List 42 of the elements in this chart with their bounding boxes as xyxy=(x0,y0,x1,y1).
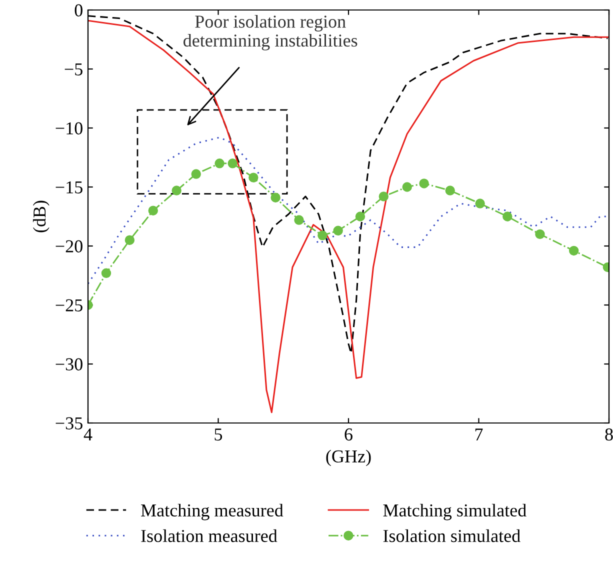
x-tick-label: 8 xyxy=(605,428,613,441)
point xyxy=(148,206,158,216)
point xyxy=(294,215,304,225)
legend-label: Isolation measured xyxy=(141,529,278,542)
y-tick-label: −30 xyxy=(56,358,82,370)
x-tick-label: 5 xyxy=(214,428,222,441)
point xyxy=(355,212,366,222)
legend-label: Matching measured xyxy=(141,504,284,520)
point xyxy=(248,172,258,182)
x-tick-label: 6 xyxy=(344,428,352,441)
point xyxy=(228,158,238,168)
point xyxy=(101,268,112,278)
point xyxy=(214,158,224,168)
y-tick-label: −35 xyxy=(56,417,82,430)
point xyxy=(333,226,343,236)
point xyxy=(124,235,135,245)
y-tick-label: −10 xyxy=(56,122,82,134)
legend-label: Matching simulated xyxy=(383,504,526,520)
legend-label: Isolation simulated xyxy=(383,529,520,542)
y-axis-title: (dB) xyxy=(32,200,50,232)
annotation: Poor isolation region determining instabilities xyxy=(183,15,358,50)
y-tick-label: −20 xyxy=(56,240,82,252)
point xyxy=(172,186,182,196)
point xyxy=(535,229,545,240)
point xyxy=(318,230,328,240)
point xyxy=(270,192,280,202)
x-tick-label: 7 xyxy=(475,428,483,440)
y-tick-label: −25 xyxy=(56,299,82,312)
point xyxy=(419,178,429,188)
x-tick-label: 4 xyxy=(84,428,92,440)
y-tick-label: 0 xyxy=(74,4,82,16)
point xyxy=(502,212,512,222)
point xyxy=(191,169,201,179)
x-axis-title: (GHz) xyxy=(326,450,371,466)
line-series xyxy=(88,136,608,285)
point xyxy=(445,186,455,196)
y-tick-label: −5 xyxy=(64,63,82,76)
point xyxy=(568,246,579,256)
point xyxy=(402,182,412,192)
point xyxy=(378,192,389,202)
y-tick-label: −15 xyxy=(56,181,82,194)
point xyxy=(475,198,485,208)
